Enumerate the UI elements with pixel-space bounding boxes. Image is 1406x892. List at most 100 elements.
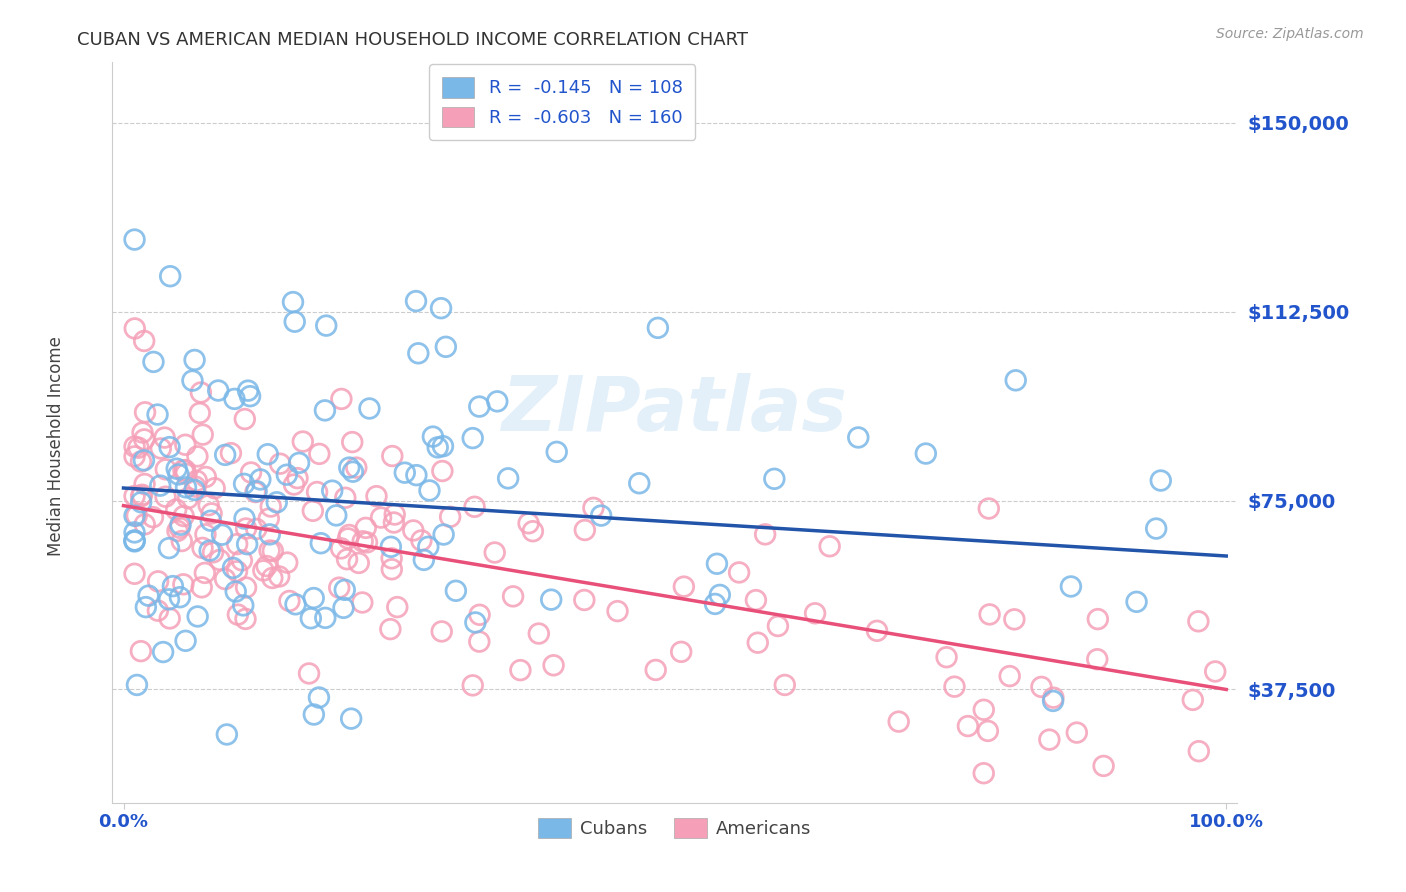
Point [1066,725,1088,739]
Point [159,440,181,454]
Point [1204,665,1226,679]
Point [284,597,307,611]
Point [328,581,350,595]
Point [191,427,214,442]
Point [283,477,305,491]
Point [124,233,146,247]
Point [124,450,146,464]
Point [763,472,786,486]
Point [973,766,995,780]
Point [344,460,367,475]
Point [434,340,457,354]
Point [709,588,731,602]
Point [246,484,269,499]
Point [394,466,416,480]
Point [381,562,404,576]
Point [461,431,484,445]
Point [606,604,628,618]
Point [402,524,425,538]
Point [468,607,491,622]
Point [426,441,449,455]
Point [257,511,280,525]
Point [352,595,374,609]
Point [245,485,267,500]
Point [226,607,249,622]
Point [200,507,222,521]
Point [233,511,256,525]
Point [307,485,329,500]
Point [464,500,486,514]
Point [146,604,169,618]
Text: Median Household Income: Median Household Income [48,336,65,556]
Point [134,334,156,348]
Point [298,666,321,681]
Point [956,719,979,733]
Point [387,600,409,615]
Point [194,566,217,580]
Point [804,607,827,621]
Point [628,476,651,491]
Point [159,269,181,284]
Point [124,321,146,335]
Point [1181,693,1204,707]
Point [337,460,360,475]
Point [669,645,692,659]
Point [347,556,370,570]
Point [197,498,219,512]
Point [370,510,392,524]
Point [256,447,278,461]
Point [381,449,404,463]
Point [496,471,519,485]
Point [335,491,357,505]
Point [1150,474,1173,488]
Point [314,611,336,625]
Point [162,579,184,593]
Point [129,495,152,509]
Point [1125,595,1147,609]
Point [943,680,966,694]
Point [647,321,669,335]
Point [260,500,283,514]
Point [262,571,284,585]
Point [818,539,841,553]
Point [1038,732,1060,747]
Point [308,690,330,705]
Point [408,346,430,360]
Point [1042,694,1064,708]
Point [342,465,364,479]
Point [540,592,562,607]
Point [173,509,195,524]
Point [194,527,217,541]
Point [527,626,550,640]
Point [1031,680,1053,694]
Point [444,583,467,598]
Point [433,527,456,541]
Point [337,532,360,546]
Point [174,480,197,494]
Point [204,481,226,495]
Point [131,488,153,502]
Point [169,591,191,605]
Point [235,581,257,595]
Point [235,522,257,536]
Point [728,566,751,580]
Point [418,540,440,554]
Point [127,441,149,455]
Point [183,353,205,368]
Point [299,611,322,625]
Point [382,516,405,530]
Point [170,534,193,549]
Point [202,545,225,559]
Point [574,593,596,607]
Point [366,489,388,503]
Point [1187,615,1209,629]
Text: ZIPatlas: ZIPatlas [502,374,848,448]
Point [644,663,666,677]
Point [308,447,330,461]
Point [269,569,291,583]
Point [330,392,353,406]
Point [522,524,544,539]
Legend: Cubans, Americans: Cubans, Americans [531,810,818,846]
Point [231,553,253,567]
Point [281,295,304,310]
